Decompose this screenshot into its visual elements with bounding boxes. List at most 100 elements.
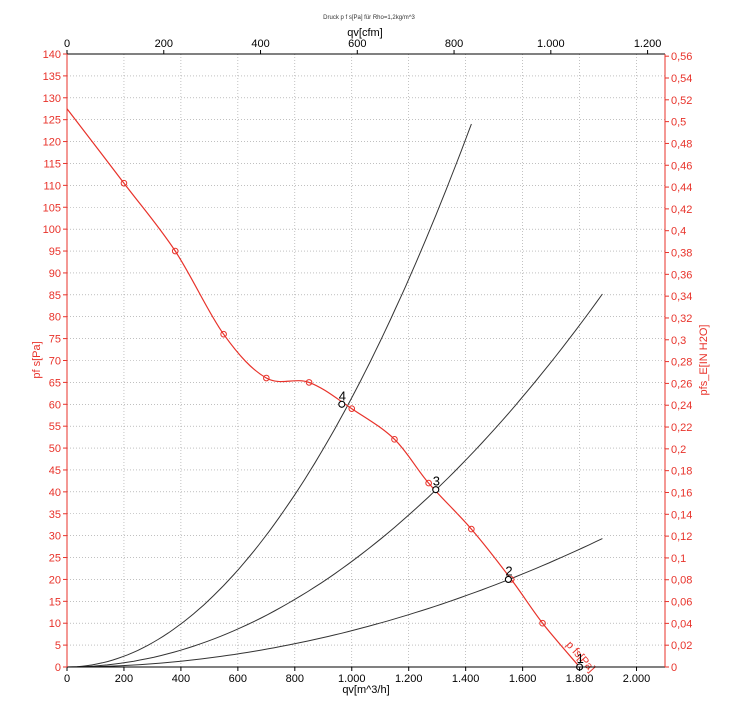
y-tick-label: 5 [55,640,61,652]
y2-tick-label: 0,12 [671,531,692,543]
y-tick-label: 35 [49,509,61,521]
system-curves [66,123,603,668]
fan-curve-marker [263,374,270,382]
x-tick-label: 1.600 [509,673,537,685]
x-axis-label: qv[m^3/h] [342,684,389,696]
fan-curve-marker [348,405,356,412]
y2-tick-label: 0,56 [671,51,692,63]
axes: 0 200 400 600 800 1.000 1.200 1.400 1.600 1.800 2.… [43,38,693,685]
y-tick-label: 10 [49,618,61,630]
y-tick-label: 130 [43,93,61,105]
fan-curve-marker [391,436,398,443]
y2-tick-label: 0,46 [671,160,692,172]
y-tick-label: 140 [43,49,61,61]
y-tick-label: 60 [49,399,61,411]
x2-tick-label: 800 [445,38,463,50]
system-curve-A [66,123,472,668]
y2-tick-label: 0,1 [671,553,686,565]
y2-tick-label: 0,5 [671,117,686,129]
x2-tick-label: 0 [64,38,70,50]
y-tick-label: 80 [49,312,61,324]
y-tick-label: 65 [49,377,61,389]
chart-title: Druck p f s[Pa] für Rho=1,2kg/m^3 [323,15,415,21]
grid [66,53,665,668]
y2-tick-label: 0,02 [671,640,692,652]
y2-tick-label: 0,18 [671,466,692,478]
y2-tick-label: 0,42 [671,204,692,216]
x2-axis-label: qv[cfm] [347,27,382,39]
y2-axis-label: pfs_E[IN H2O] [698,325,710,396]
y-tick-label: 95 [49,246,61,258]
y2-tick-label: 0,26 [671,378,692,390]
operating-point-4 [338,400,346,408]
y2-tick-label: 0,54 [671,73,692,85]
y2-tick-label: 0,08 [671,575,692,587]
fan-curve-group: p fs[Pa] [66,108,597,675]
y2-tick-label: 0,22 [671,422,692,434]
fan-curve-marker [220,330,227,338]
y-tick-label: 85 [49,290,61,302]
y-tick-label: 70 [49,356,61,368]
y-tick-label: 90 [49,268,61,280]
operating-points: 1 2 3 4 [338,388,584,671]
y-tick-label: 115 [43,158,61,170]
y2-tick-label: 0 [671,662,677,674]
x2-tick-label: 600 [348,38,366,50]
operating-point-label: 4 [339,388,346,403]
y2-tick-label: 0,36 [671,269,692,281]
x-tick-label: 1.200 [395,673,423,685]
y2-tick-label: 0,44 [671,182,692,194]
fan-curve-marker [305,379,313,386]
x-tick-label: 0 [64,673,70,685]
fan-curve-marker [171,247,179,255]
y2-tick-label: 0,3 [671,335,686,347]
y-tick-label: 55 [49,421,61,433]
y-tick-label: 45 [49,465,61,477]
x-tick-label: 200 [115,673,133,685]
x-tick-label: 1.800 [566,673,594,685]
x-tick-label: 1.400 [452,673,480,685]
x2-tick-label: 200 [155,38,173,50]
operating-point-2 [504,575,512,583]
y-tick-label: 20 [49,574,61,586]
x-tick-label: 1.000 [338,673,366,685]
x-tick-label: 600 [229,673,247,685]
y-tick-label: 50 [49,443,61,455]
y-tick-label: 100 [43,224,61,236]
y-tick-label: 120 [43,137,61,149]
y2-tick-label: 0,16 [671,487,692,499]
operating-point-label: 3 [433,474,440,489]
y-tick-label: 30 [49,531,61,543]
fan-curve-marker [468,525,475,533]
operating-point-label: 2 [505,563,512,578]
x-tick-label: 800 [286,673,304,685]
x2-tick-label: 1.200 [634,38,662,50]
y-tick-label: 105 [43,202,61,214]
operating-point-3 [432,486,440,494]
y2-tick-label: 0,14 [671,509,692,521]
y2-tick-label: 0,24 [671,400,692,412]
y-tick-label: 110 [43,180,61,192]
system-curve-C [67,538,603,668]
x2-tick-label: 400 [251,38,269,50]
x2-tick-label: 1.000 [537,38,565,50]
y2-tick-label: 0,2 [671,444,686,456]
y-tick-label: 135 [43,71,61,83]
y2-tick-label: 0,04 [671,618,692,630]
fan-curve-marker [120,179,128,187]
x-tick-label: 2.000 [623,673,651,685]
y-axis-label: pf s[Pa] [31,341,43,378]
y2-tick-label: 0,28 [671,357,692,369]
operating-point-label: 1 [577,651,584,666]
fan-curve-marker [425,479,432,487]
y2-tick-label: 0,32 [671,313,692,325]
fan-curve-marker [539,619,546,627]
y2-tick-label: 0,4 [671,226,686,238]
fan-curve-line [66,108,581,668]
y-tick-label: 0 [55,662,61,674]
y2-tick-label: 0,34 [671,291,692,303]
y-tick-label: 25 [49,553,61,565]
y2-tick-label: 0,48 [671,138,692,150]
x-tick-label: 400 [172,673,190,685]
